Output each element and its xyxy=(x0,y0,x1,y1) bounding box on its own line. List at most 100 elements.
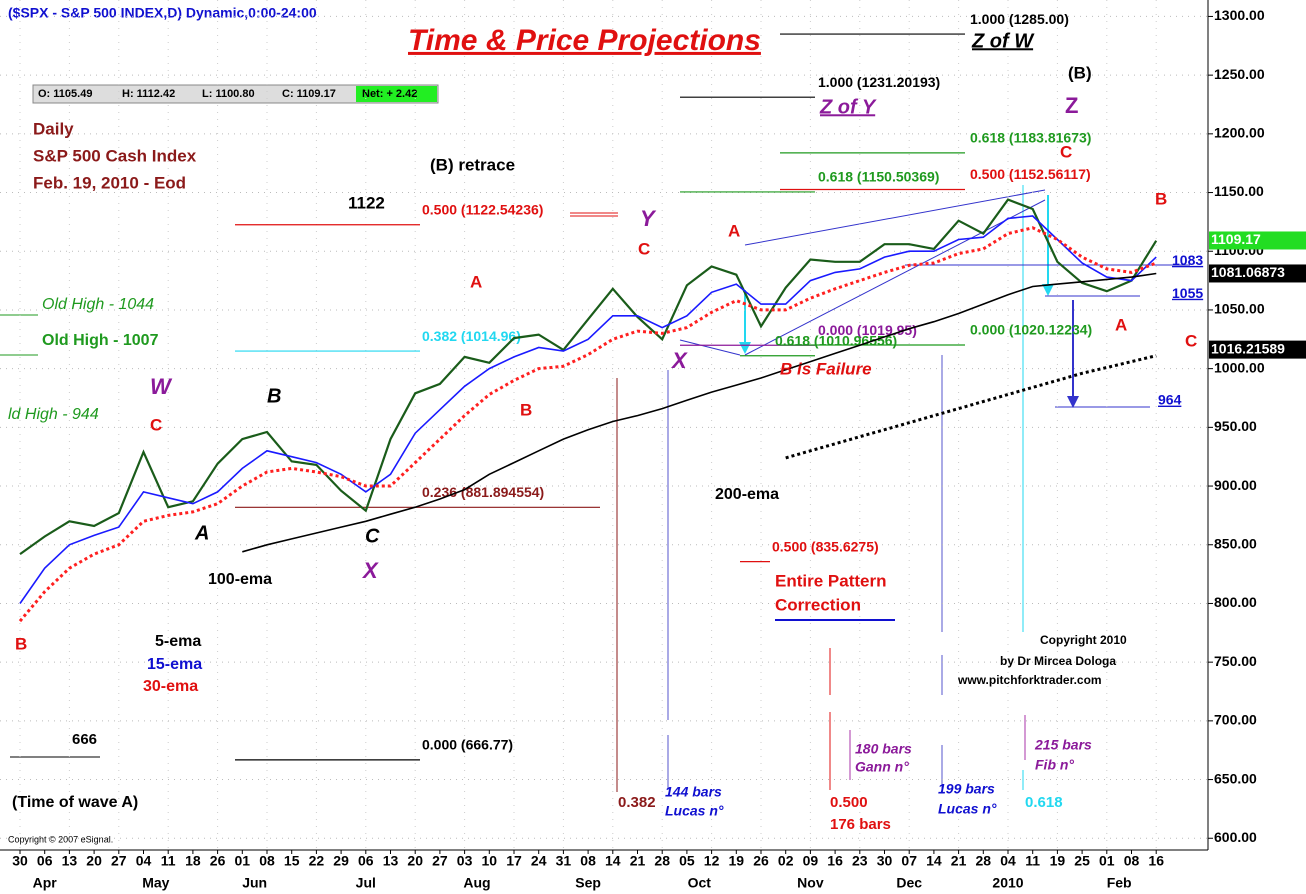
y-tick-label: 800.00 xyxy=(1214,594,1257,610)
x-tick-label: 06 xyxy=(37,853,53,869)
level-label: 0.618 (1183.81673) xyxy=(970,130,1091,146)
month-label: Jun xyxy=(242,875,267,891)
annotation: www.pitchforktrader.com xyxy=(957,673,1102,687)
x-tick-label: 26 xyxy=(753,853,769,869)
x-tick-label: 20 xyxy=(86,853,102,869)
month-label: Sep xyxy=(575,875,601,891)
header: ($SPX - S&P 500 INDEX,D) Dynamic,0:00-24… xyxy=(8,5,317,21)
x-tick-label: 27 xyxy=(111,853,127,869)
annotation: X xyxy=(361,558,379,583)
annotation: 30-ema xyxy=(143,678,198,695)
y-tick-label: 1250.00 xyxy=(1214,66,1265,82)
y-tick-label: 850.00 xyxy=(1214,535,1257,551)
series-line xyxy=(785,354,1157,460)
x-tick-label: 17 xyxy=(506,853,522,869)
price-tag-label: 1016.21589 xyxy=(1211,340,1285,356)
y-tick-label: 950.00 xyxy=(1214,418,1257,434)
annotation: (B) retrace xyxy=(430,155,515,174)
ohlc-value: C: 1109.17 xyxy=(282,88,336,100)
annotation: Copyright 2010 xyxy=(1040,633,1127,647)
ohlc-value: Net: + 2.42 xyxy=(362,88,417,100)
y-tick-label: 1150.00 xyxy=(1214,183,1264,199)
x-tick-label: 21 xyxy=(951,853,967,869)
annotation: A xyxy=(470,272,482,291)
x-tick-label: 20 xyxy=(407,853,423,869)
level-label: 0.500 (1152.56117) xyxy=(970,166,1091,182)
annotation: 100-ema xyxy=(208,571,272,588)
annotation: Z of Y xyxy=(819,96,877,118)
x-tick-label: 16 xyxy=(827,853,843,869)
x-tick-label: 29 xyxy=(333,853,349,869)
annotation: Feb. 19, 2010 - Eod xyxy=(33,173,186,192)
x-tick-label: 05 xyxy=(679,853,695,869)
series-line xyxy=(19,215,1157,604)
annotation: 199 bars xyxy=(938,781,995,797)
x-tick-label: 08 xyxy=(580,853,596,869)
x-tick-label: 02 xyxy=(778,853,794,869)
x-tick-label: 08 xyxy=(259,853,275,869)
price-tag xyxy=(1209,264,1306,283)
level-label: 0.500 (1122.54236) xyxy=(422,201,543,217)
y-tick-label: 700.00 xyxy=(1214,712,1257,728)
annotation: A xyxy=(1115,315,1127,334)
x-tick-label: 06 xyxy=(358,853,374,869)
annotation: Old High - 1044 xyxy=(42,296,154,313)
x-tick-label: 03 xyxy=(457,853,473,869)
annotation: (B) xyxy=(1068,63,1092,82)
price-tag xyxy=(1209,340,1306,359)
level-label: 1.000 (1285.00) xyxy=(970,11,1069,27)
annotation: 176 bars xyxy=(830,816,891,833)
annotation: 15-ema xyxy=(147,656,202,673)
annotation: Lucas n° xyxy=(938,801,997,817)
level-label: 0.618 (1010.96556) xyxy=(775,332,897,348)
x-tick-label: 08 xyxy=(1124,853,1140,869)
annotation: by Dr Mircea Dologa xyxy=(1000,654,1116,668)
annotation: 180 bars xyxy=(855,741,912,757)
ohlc-value: O: 1105.49 xyxy=(38,88,92,100)
x-tick-label: 21 xyxy=(630,853,646,869)
annotation: 0.618 xyxy=(1025,794,1063,811)
y-tick-label: 750.00 xyxy=(1214,653,1257,669)
x-tick-label: 14 xyxy=(926,853,942,869)
annotation: ld High - 944 xyxy=(8,406,99,423)
y-tick-label: 650.00 xyxy=(1214,770,1257,786)
annotation: Entire Pattern xyxy=(775,571,886,590)
x-tick-label: 01 xyxy=(235,853,251,869)
series-line xyxy=(242,272,1157,553)
level-label: 0.000 (666.77) xyxy=(422,737,513,753)
annotation: (Time of wave A) xyxy=(12,794,138,811)
annotation: 215 bars xyxy=(1034,737,1092,753)
y-tick-label: 600.00 xyxy=(1214,829,1257,845)
x-tick-label: 25 xyxy=(1074,853,1090,869)
level-label: 1.000 (1231.20193) xyxy=(818,74,940,90)
annotation: Old High - 1007 xyxy=(42,332,159,349)
annotation: Fib n° xyxy=(1035,757,1074,773)
ohlc-box xyxy=(32,84,439,104)
x-tick-label: 30 xyxy=(12,853,28,869)
month-label: Feb xyxy=(1107,875,1132,891)
series-line xyxy=(19,198,1158,555)
annotation: C xyxy=(150,415,162,434)
x-tick-label: 19 xyxy=(729,853,745,869)
level-tag: 1055 xyxy=(1172,285,1203,301)
annotation: 0.500 xyxy=(830,794,868,811)
x-tick-label: 01 xyxy=(1099,853,1115,869)
month-label: Aug xyxy=(463,875,490,891)
y-tick-label: 1050.00 xyxy=(1214,301,1265,317)
annotation: 1122 xyxy=(348,193,385,212)
price-tag-label: 1109.17 xyxy=(1211,231,1261,247)
x-tick-label: 13 xyxy=(62,853,78,869)
x-tick-label: 12 xyxy=(704,853,720,869)
annotation: Gann n° xyxy=(855,759,909,775)
x-tick-label: 16 xyxy=(1148,853,1164,869)
month-label: Jul xyxy=(356,875,376,891)
x-tick-label: 19 xyxy=(1050,853,1066,869)
price-tag-label: 1081.06873 xyxy=(1211,264,1285,280)
x-tick-label: 24 xyxy=(531,853,547,869)
x-tick-label: 26 xyxy=(210,853,226,869)
month-label: Oct xyxy=(688,875,712,891)
x-tick-label: 13 xyxy=(383,853,399,869)
month-label: Dec xyxy=(896,875,922,891)
annotation: Y xyxy=(640,206,657,231)
annotation: B xyxy=(15,634,27,653)
